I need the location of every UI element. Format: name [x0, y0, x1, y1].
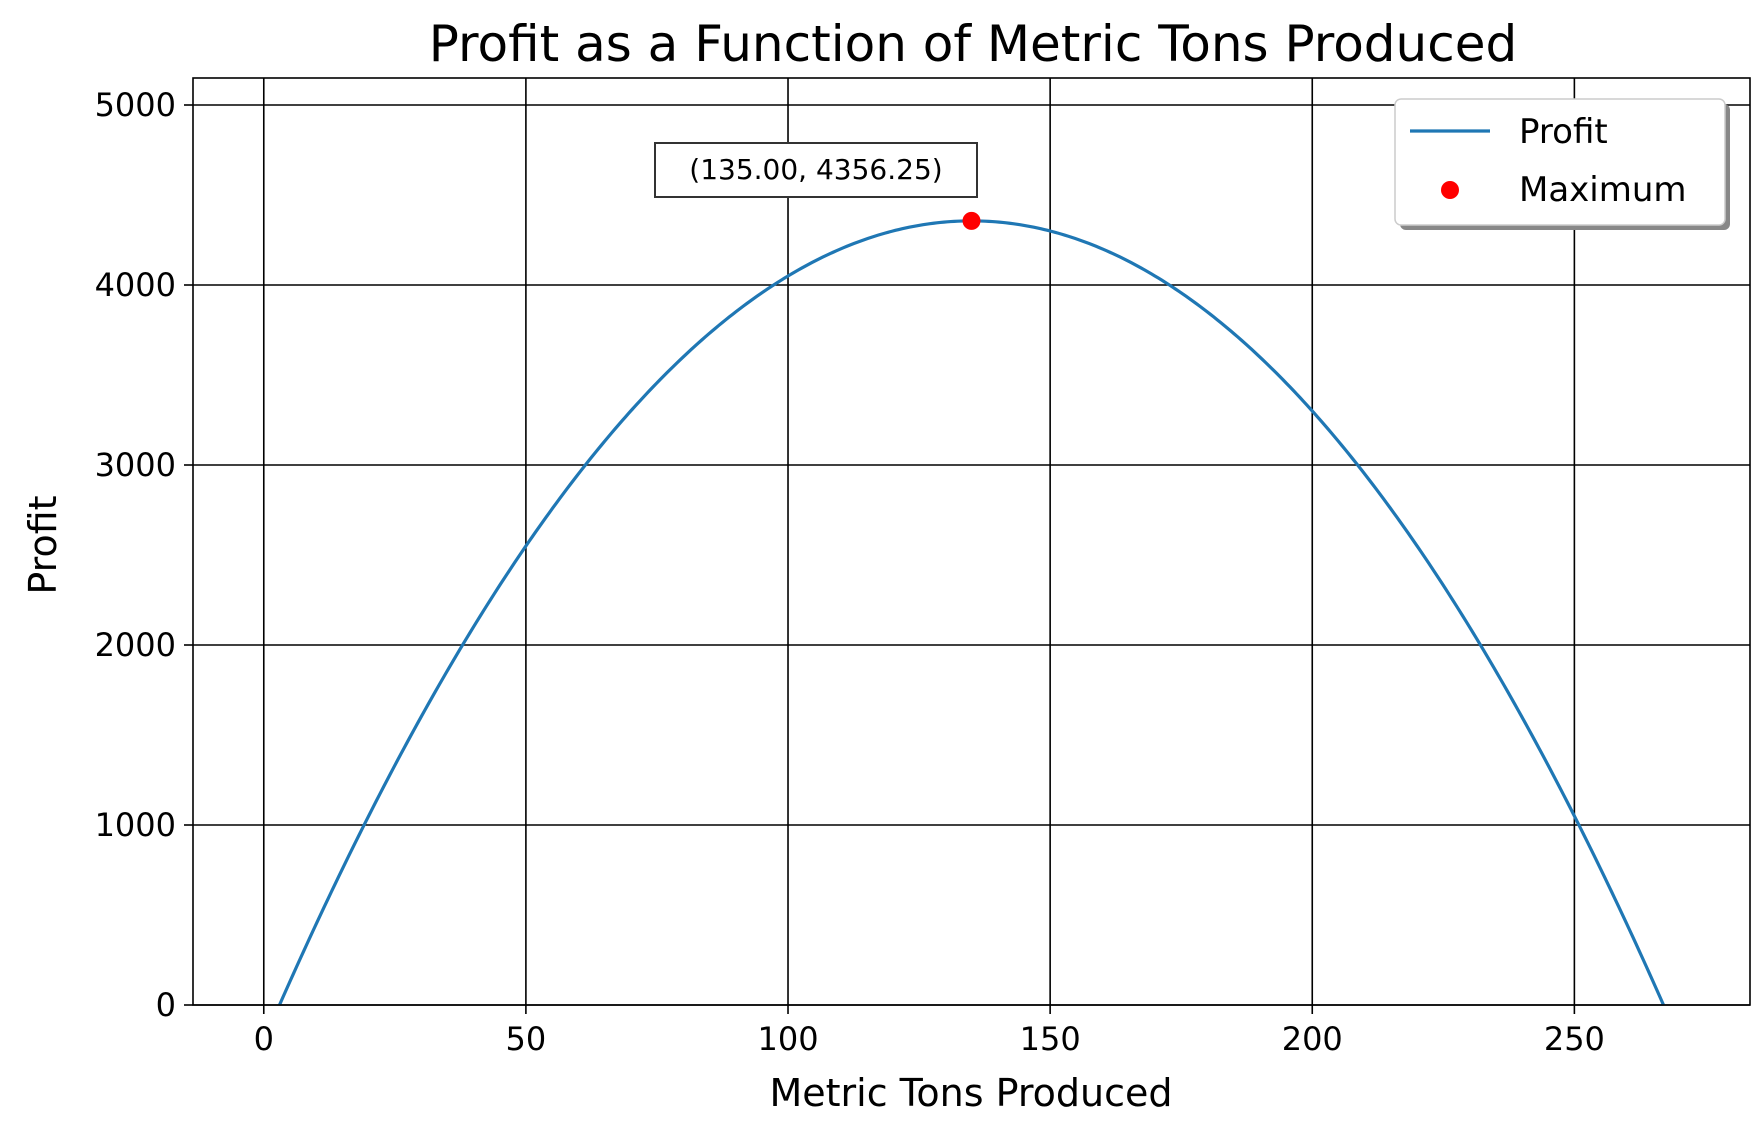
y-tick-label: 0 — [156, 986, 176, 1024]
x-tick-label: 250 — [1544, 1020, 1605, 1058]
x-axis-title: Metric Tons Produced — [769, 1071, 1172, 1115]
legend-label-profit: Profit — [1519, 112, 1608, 152]
y-tick-label: 2000 — [95, 626, 176, 664]
plot-area — [278, 211, 1665, 1006]
annotation-label: (135.00, 4356.25) — [689, 153, 942, 186]
annotation-box — [654, 142, 978, 198]
y-axis-title: Profit — [21, 495, 65, 594]
x-tick-label: 100 — [757, 1020, 818, 1058]
y-tick-label: 3000 — [95, 446, 176, 484]
plot-frame — [192, 77, 1751, 1006]
x-tick-label: 150 — [1020, 1020, 1081, 1058]
chart-title: Profit as a Function of Metric Tons Prod… — [429, 15, 1517, 73]
y-tick-label: 5000 — [95, 86, 176, 124]
legend: Profit Maximum — [1394, 98, 1730, 230]
legend-label-maximum: Maximum — [1519, 170, 1687, 210]
legend-dot-swatch — [1441, 181, 1459, 199]
x-tick-label: 50 — [506, 1020, 547, 1058]
y-tick-label: 4000 — [95, 266, 176, 304]
maximum-annotation: (135.00, 4356.25) — [654, 142, 978, 198]
x-tick-label: 200 — [1282, 1020, 1343, 1058]
axis-ticks: 0 50 100 150 200 250 0 1000 2000 3000 4000 5000 — [95, 86, 1605, 1058]
maximum-point — [962, 211, 981, 230]
y-tick-label: 1000 — [95, 806, 176, 844]
x-tick-label: 0 — [254, 1020, 274, 1058]
